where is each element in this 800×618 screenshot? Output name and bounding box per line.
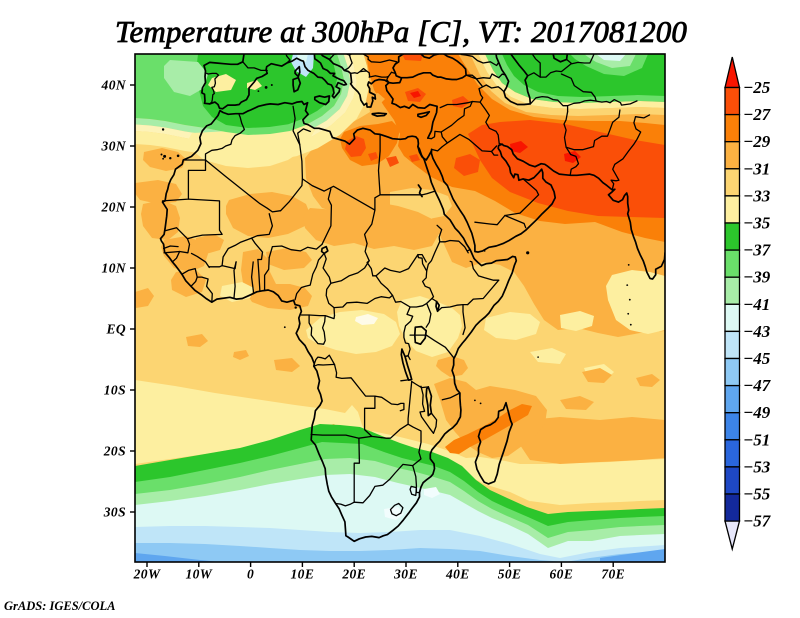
svg-text:−39: −39 <box>743 268 771 287</box>
svg-text:Temperature at 300hPa [C], VT:: Temperature at 300hPa [C], VT: 201708120… <box>115 14 687 49</box>
svg-text:−25: −25 <box>743 78 771 97</box>
svg-text:30N: 30N <box>101 139 127 154</box>
svg-text:−53: −53 <box>743 457 771 476</box>
svg-text:10S: 10S <box>104 383 126 398</box>
svg-text:−55: −55 <box>743 485 771 504</box>
svg-text:−27: −27 <box>743 105 772 124</box>
svg-text:60E: 60E <box>550 567 574 582</box>
svg-text:20E: 20E <box>341 567 366 582</box>
svg-text:−47: −47 <box>743 376 772 395</box>
svg-text:−31: −31 <box>743 159 770 178</box>
svg-text:−33: −33 <box>743 186 771 205</box>
svg-text:30E: 30E <box>393 567 418 582</box>
svg-text:−49: −49 <box>743 403 771 422</box>
svg-text:−29: −29 <box>743 132 771 151</box>
svg-text:30S: 30S <box>103 505 126 520</box>
svg-text:GrADS: IGES/COLA: GrADS: IGES/COLA <box>4 599 116 613</box>
svg-text:70E: 70E <box>601 567 625 582</box>
svg-text:EQ: EQ <box>105 322 126 337</box>
svg-text:20N: 20N <box>101 200 127 215</box>
svg-text:−37: −37 <box>743 241 772 260</box>
svg-text:10W: 10W <box>185 567 212 582</box>
svg-text:20S: 20S <box>103 444 126 459</box>
svg-text:−51: −51 <box>743 430 770 449</box>
svg-text:−43: −43 <box>743 322 771 341</box>
svg-text:20W: 20W <box>133 567 161 582</box>
svg-text:0: 0 <box>247 567 254 582</box>
svg-text:−41: −41 <box>743 295 770 314</box>
svg-text:10N: 10N <box>102 261 127 276</box>
svg-text:50E: 50E <box>498 567 522 582</box>
svg-text:10E: 10E <box>291 567 315 582</box>
svg-text:40N: 40N <box>101 78 127 93</box>
svg-text:−45: −45 <box>743 349 771 368</box>
svg-text:−57: −57 <box>743 512 772 531</box>
svg-text:−35: −35 <box>743 214 771 233</box>
svg-text:40E: 40E <box>445 567 470 582</box>
